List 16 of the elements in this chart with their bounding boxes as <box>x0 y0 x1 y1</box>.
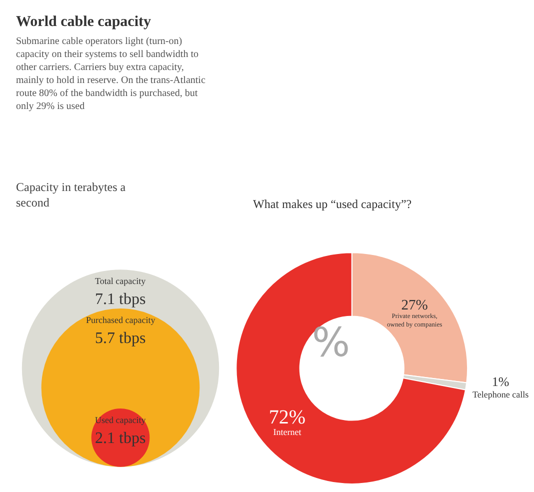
slice-label: Telephone calls <box>472 390 530 400</box>
slice-label: Internet <box>273 427 302 438</box>
text: Submarine cable operators light (turn-on) capacity on their systems to sell bandwidth to other carriers. Carriers buy extra capacity, mainly to hold in reserve. On the trans-Atlantic route 80% of the bandwidth is purchased, but only 29% is used <box>16 36 206 112</box>
data-label: 27% <box>401 298 428 314</box>
text: Capacity in terabytes a second <box>16 180 126 210</box>
data-label: 7.1 tbps <box>95 291 146 308</box>
data-label: 1% <box>492 374 510 389</box>
data-label: 2.1 tbps <box>95 430 146 447</box>
data-label: 5.7 tbps <box>95 330 146 347</box>
category-label: Purchased capacity <box>86 315 156 325</box>
text: % <box>312 320 350 366</box>
donut-slice <box>236 252 466 484</box>
text: World cable capacity <box>16 14 152 30</box>
data-label: 72% <box>268 406 306 428</box>
category-label: Total capacity <box>95 276 146 286</box>
chart-title: What makes up “used capacity”? <box>253 197 412 211</box>
